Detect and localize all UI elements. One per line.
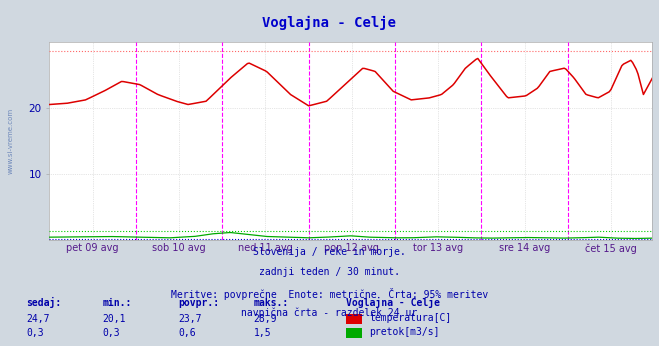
Text: navpična črta - razdelek 24 ur: navpična črta - razdelek 24 ur	[241, 308, 418, 318]
Text: 1,5: 1,5	[254, 328, 272, 338]
Text: min.:: min.:	[102, 298, 132, 308]
Text: 20,1: 20,1	[102, 315, 126, 325]
Text: zadnji teden / 30 minut.: zadnji teden / 30 minut.	[259, 267, 400, 277]
Text: 0,3: 0,3	[102, 328, 120, 338]
Text: Meritve: povprečne  Enote: metrične  Črta: 95% meritev: Meritve: povprečne Enote: metrične Črta:…	[171, 288, 488, 300]
Text: pretok[m3/s]: pretok[m3/s]	[369, 327, 440, 337]
Text: 0,6: 0,6	[178, 328, 196, 338]
Text: 0,3: 0,3	[26, 328, 44, 338]
Text: 24,7: 24,7	[26, 315, 50, 325]
Text: Slovenija / reke in morje.: Slovenija / reke in morje.	[253, 247, 406, 257]
Text: www.si-vreme.com: www.si-vreme.com	[7, 108, 13, 174]
Text: maks.:: maks.:	[254, 298, 289, 308]
Text: temperatura[C]: temperatura[C]	[369, 313, 451, 323]
Text: Voglajna - Celje: Voglajna - Celje	[346, 297, 440, 308]
Text: 23,7: 23,7	[178, 315, 202, 325]
Text: sedaj:: sedaj:	[26, 297, 61, 308]
Text: povpr.:: povpr.:	[178, 298, 219, 308]
Text: Voglajna - Celje: Voglajna - Celje	[262, 16, 397, 30]
Text: 28,9: 28,9	[254, 315, 277, 325]
